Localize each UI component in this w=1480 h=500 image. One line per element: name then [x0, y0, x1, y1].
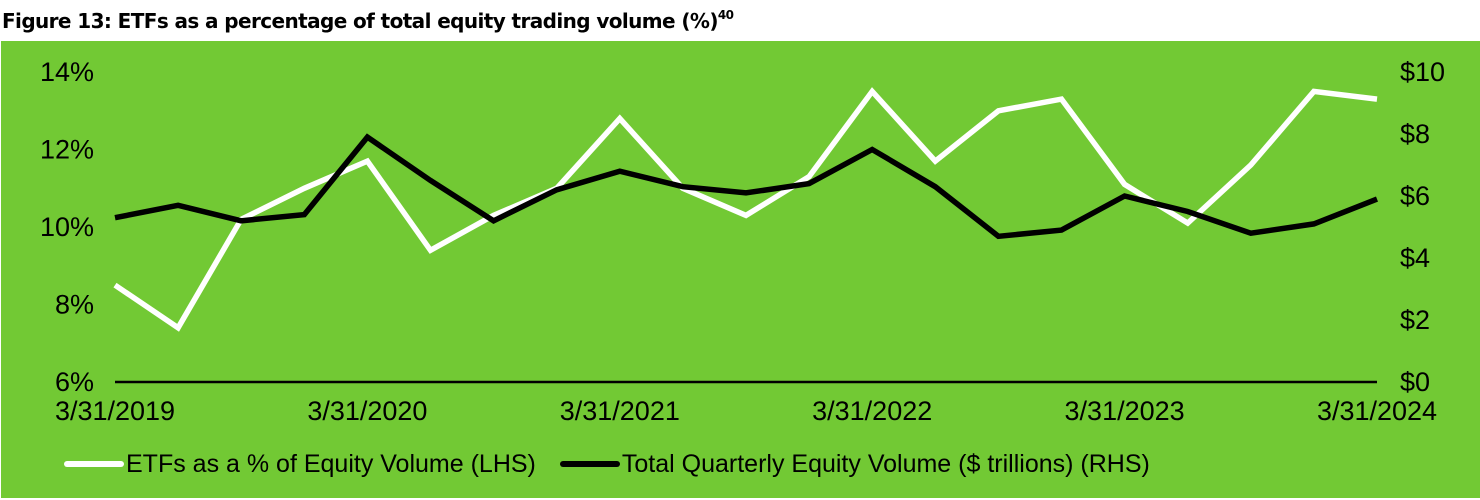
legend-item-etf: ETFs as a % of Equity Volume (LHS) — [64, 450, 536, 479]
right-tick-label: $8 — [1400, 119, 1430, 149]
legend-label-volume: Total Quarterly Equity Volume ($ trillio… — [621, 449, 1150, 478]
legend: ETFs as a % of Equity Volume (LHS) Total… — [64, 447, 1174, 481]
left-tick-label: 6% — [55, 367, 94, 397]
right-tick-label: $10 — [1400, 57, 1445, 87]
etf-percent-line — [113, 87, 1378, 332]
footnote-marker: 40 — [717, 8, 734, 22]
x-tick-label: 3/31/2024 — [1317, 396, 1437, 426]
figure-title: Figure 13: ETFs as a percentage of total… — [2, 4, 734, 38]
left-tick-label: 10% — [40, 212, 94, 242]
x-tick-label: 3/31/2021 — [560, 396, 680, 426]
figure-title-text: Figure 13: ETFs as a percentage of total… — [2, 9, 719, 33]
right-tick-label: $2 — [1400, 305, 1430, 335]
left-tick-label: 14% — [40, 57, 94, 87]
left-tick-label: 8% — [55, 290, 94, 320]
right-tick-label: $6 — [1400, 181, 1430, 211]
x-axis-ticks: 3/31/2019 3/31/2020 3/31/2021 3/31/2022 3/31… — [55, 396, 1437, 426]
legend-label-etf: ETFs as a % of Equity Volume (LHS) — [126, 449, 536, 478]
x-tick-label: 3/31/2023 — [1065, 396, 1185, 426]
right-axis-ticks: $0 $2 $4 $6 $8 $10 — [1400, 57, 1445, 397]
x-tick-label: 3/31/2020 — [307, 396, 427, 426]
left-axis-ticks: 6% 8% 10% 12% 14% — [40, 57, 94, 397]
chart-panel — [1, 41, 1480, 498]
legend-swatch-white-line-icon — [64, 461, 124, 467]
legend-swatch-black-line-icon — [559, 461, 620, 467]
x-tick-label: 3/31/2019 — [55, 396, 175, 426]
equity-volume-line — [114, 133, 1379, 240]
x-tick-label: 3/31/2022 — [812, 396, 932, 426]
right-tick-label: $4 — [1400, 243, 1430, 273]
legend-item-volume: Total Quarterly Equity Volume ($ trillio… — [559, 449, 1150, 479]
left-tick-label: 12% — [40, 135, 94, 165]
right-tick-label: $0 — [1400, 367, 1430, 397]
